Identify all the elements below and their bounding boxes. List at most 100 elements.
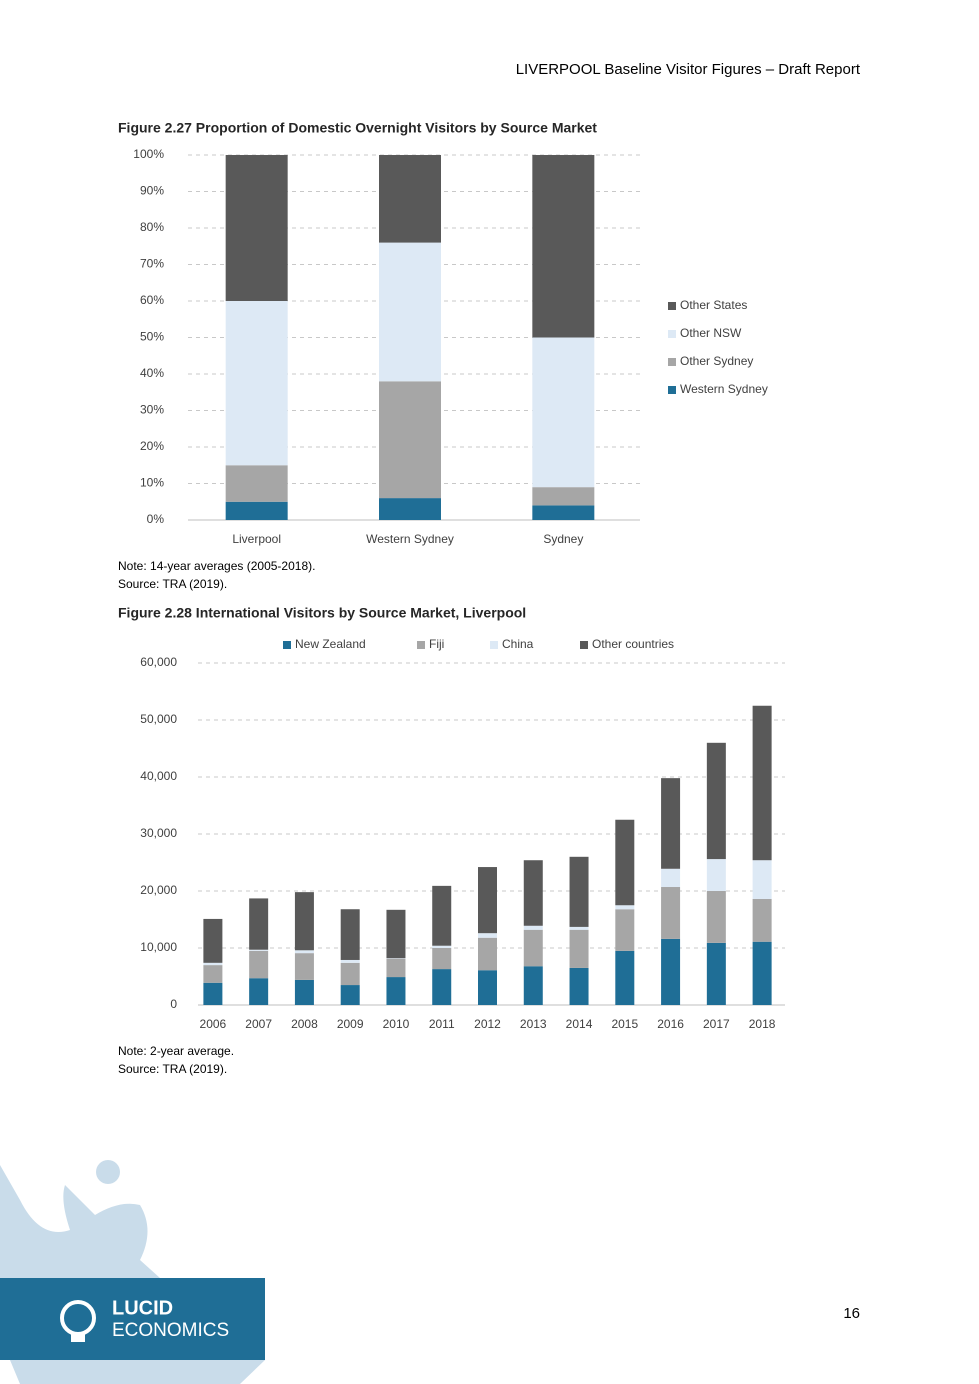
x-tick-label: 2008	[291, 1017, 318, 1031]
bar-segment	[706, 859, 726, 891]
x-tick-label: 2016	[657, 1017, 684, 1031]
bar-segment	[569, 926, 589, 930]
bar-segment	[249, 949, 269, 951]
bar-segment	[379, 242, 441, 382]
chart-title: Figure 2.27 Proportion of Domestic Overn…	[118, 120, 597, 136]
bar-segment	[569, 856, 589, 927]
bar-segment	[340, 962, 360, 986]
x-tick-label: 2010	[383, 1017, 410, 1031]
bar-segment	[225, 301, 288, 466]
bar-segment	[432, 969, 452, 1005]
bar-segment	[661, 938, 681, 1005]
bar-segment	[752, 898, 772, 942]
legend-label: Western Sydney	[680, 382, 768, 396]
logo-box	[0, 1278, 265, 1360]
bar-segment	[249, 950, 269, 979]
bar-segment	[294, 892, 314, 951]
y-tick-label: 20%	[140, 439, 164, 453]
bar-segment	[225, 501, 288, 520]
bar-segment	[379, 498, 441, 520]
bar-segment	[386, 909, 406, 959]
y-tick-label: 60,000	[140, 655, 177, 669]
bar-segment	[203, 965, 223, 983]
legend-swatch	[283, 641, 291, 649]
bar-segment	[340, 985, 360, 1005]
legend-label: Fiji	[429, 637, 444, 651]
x-tick-label: 2017	[703, 1017, 730, 1031]
bar-segment	[432, 945, 452, 948]
legend-swatch	[417, 641, 425, 649]
y-tick-label: 50,000	[140, 712, 177, 726]
bar-segment	[294, 950, 314, 954]
x-tick-label: 2009	[337, 1017, 364, 1031]
bar-segment	[661, 887, 681, 939]
legend-swatch	[668, 386, 676, 394]
bar-segment	[523, 925, 543, 930]
bar-segment	[532, 487, 595, 506]
y-tick-label: 60%	[140, 293, 164, 307]
x-tick-label: 2018	[749, 1017, 776, 1031]
figure-note: Note: 14-year averages (2005-2018).	[118, 559, 315, 573]
bar-segment	[386, 977, 406, 1005]
bar-segment	[340, 909, 360, 960]
figure-note: Note: 2-year average.	[118, 1044, 234, 1058]
x-tick-label: 2012	[474, 1017, 501, 1031]
logo-bulb-base	[71, 1334, 85, 1342]
page-number: 16	[843, 1305, 860, 1322]
bar-segment	[379, 381, 441, 499]
y-tick-label: 0	[170, 997, 177, 1011]
bar-segment	[615, 909, 635, 951]
bar-segment	[386, 958, 406, 959]
legend-swatch	[580, 641, 588, 649]
legend-swatch	[668, 302, 676, 310]
y-tick-label: 100%	[133, 147, 164, 161]
y-tick-label: 70%	[140, 257, 164, 271]
y-tick-label: 30,000	[140, 826, 177, 840]
legend-label: Other States	[680, 298, 747, 312]
bar-segment	[478, 970, 497, 1005]
y-tick-label: 20,000	[140, 883, 177, 897]
bar-segment	[294, 953, 314, 980]
x-tick-label: 2014	[566, 1017, 593, 1031]
bar-segment	[706, 742, 726, 860]
bar-segment	[294, 979, 314, 1005]
x-tick-label: 2007	[245, 1017, 272, 1031]
bar-segment	[661, 778, 681, 869]
y-tick-label: 0%	[147, 512, 165, 526]
bar-segment	[523, 860, 543, 926]
chart-title: Figure 2.28 International Visitors by So…	[118, 605, 526, 621]
page-header: LIVERPOOL Baseline Visitor Figures – Dra…	[516, 61, 861, 78]
y-tick-label: 50%	[140, 330, 164, 344]
bar-segment	[706, 942, 726, 1005]
bar-segment	[532, 505, 595, 520]
bar-segment	[203, 962, 223, 966]
bar-segment	[523, 929, 543, 967]
y-tick-label: 10,000	[140, 940, 177, 954]
x-tick-label: Western Sydney	[366, 532, 454, 546]
bar-segment	[615, 905, 635, 910]
bar-segment	[225, 155, 288, 301]
logo-splash	[0, 1160, 265, 1384]
bar-segment	[203, 918, 223, 963]
bar-segment	[615, 819, 635, 906]
x-tick-label: Sydney	[543, 532, 583, 546]
legend-label: Other Sydney	[680, 354, 753, 368]
x-tick-label: Liverpool	[232, 532, 281, 546]
bar-segment	[569, 967, 589, 1005]
legend-label: China	[502, 637, 534, 651]
bar-segment	[532, 337, 595, 488]
y-tick-label: 40,000	[140, 769, 177, 783]
bar-segment	[225, 465, 288, 502]
bar-segment	[432, 948, 452, 970]
y-tick-label: 30%	[140, 403, 164, 417]
logo-text: LUCID	[112, 1297, 173, 1319]
bar-segment	[615, 950, 635, 1005]
x-tick-label: 2011	[429, 1017, 455, 1031]
x-tick-label: 2006	[200, 1017, 227, 1031]
bar-segment	[379, 155, 441, 243]
x-tick-label: 2015	[611, 1017, 638, 1031]
bar-segment	[432, 885, 452, 946]
bar-segment	[478, 933, 497, 938]
legend-label: Other NSW	[680, 326, 742, 340]
